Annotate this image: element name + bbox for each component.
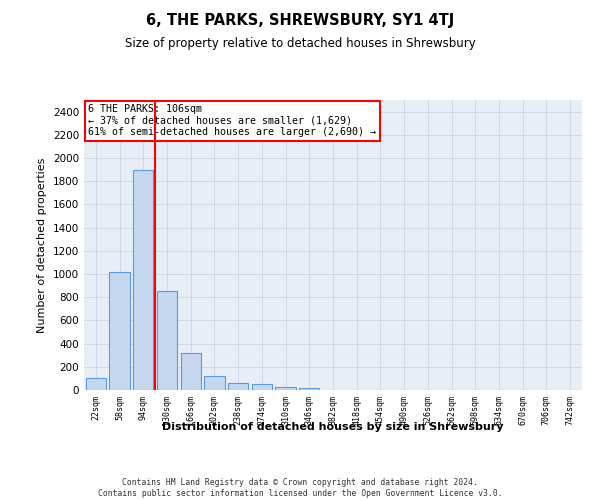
Bar bbox=[252, 384, 272, 390]
Text: 6, THE PARKS, SHREWSBURY, SY1 4TJ: 6, THE PARKS, SHREWSBURY, SY1 4TJ bbox=[146, 12, 454, 28]
Text: Size of property relative to detached houses in Shrewsbury: Size of property relative to detached ho… bbox=[125, 38, 475, 51]
Text: 6 THE PARKS: 106sqm
← 37% of detached houses are smaller (1,629)
61% of semi-det: 6 THE PARKS: 106sqm ← 37% of detached ho… bbox=[88, 104, 376, 138]
Text: Contains HM Land Registry data © Crown copyright and database right 2024.
Contai: Contains HM Land Registry data © Crown c… bbox=[98, 478, 502, 498]
Bar bbox=[157, 291, 177, 390]
Bar bbox=[86, 378, 106, 390]
Text: Distribution of detached houses by size in Shrewsbury: Distribution of detached houses by size … bbox=[162, 422, 504, 432]
Bar bbox=[133, 170, 154, 390]
Bar bbox=[181, 353, 201, 390]
Bar bbox=[205, 376, 224, 390]
Bar bbox=[228, 383, 248, 390]
Bar bbox=[109, 272, 130, 390]
Bar bbox=[275, 386, 296, 390]
Y-axis label: Number of detached properties: Number of detached properties bbox=[37, 158, 47, 332]
Bar bbox=[299, 388, 319, 390]
